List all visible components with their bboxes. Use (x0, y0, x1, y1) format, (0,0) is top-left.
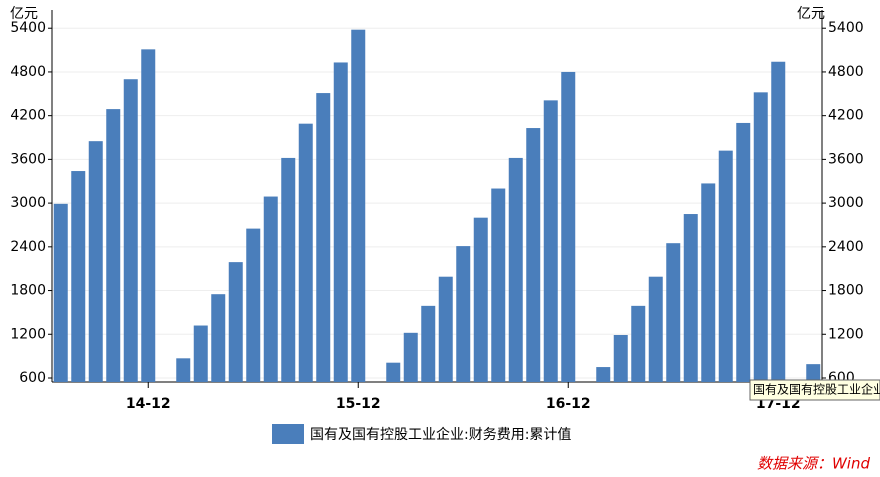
y-tick-label: 3600 (10, 151, 46, 167)
bar (508, 157, 523, 382)
bar (473, 217, 488, 382)
bar (683, 214, 698, 382)
bar (806, 364, 821, 382)
y2-tick-label: 1200 (828, 326, 864, 342)
legend-swatch (272, 424, 304, 444)
bar (631, 305, 646, 382)
bar (316, 93, 331, 382)
bar (666, 243, 681, 382)
bar (351, 29, 366, 382)
tooltip-box (749, 379, 880, 401)
y2-tick-label: 3600 (828, 151, 864, 167)
y2-unit: 亿元 (797, 6, 825, 22)
bar (71, 171, 86, 382)
tooltip: 国有及国有控股工业企业 (753, 382, 880, 397)
bar (613, 334, 628, 382)
bar (88, 141, 103, 382)
bar (403, 332, 418, 382)
y-tick-label: 4800 (10, 64, 46, 80)
bar (456, 246, 471, 382)
y2-tick-label: 4800 (828, 64, 864, 80)
bar (648, 276, 663, 382)
legend-label: 国有及国有控股工业企业:财务费用:累计值 (310, 426, 571, 443)
bar (281, 157, 296, 382)
bar (193, 325, 208, 382)
y-tick-label: 1200 (10, 326, 46, 342)
bar (228, 262, 243, 382)
bar (106, 109, 121, 382)
x-tick-label: 16-12 (546, 396, 591, 412)
y2-tick-label: 4200 (828, 108, 864, 124)
y2-tick-label: 3000 (828, 195, 864, 211)
bar (386, 362, 401, 382)
y-tick-label: 3000 (10, 195, 46, 211)
bar (526, 128, 541, 382)
bar (298, 123, 313, 382)
x-tick-label: 14-12 (126, 396, 171, 412)
bar (701, 183, 716, 382)
bar (141, 49, 156, 382)
bar (211, 294, 226, 382)
bar (421, 305, 436, 382)
source: 数据来源：Wind (757, 455, 871, 473)
y-tick-label: 1800 (10, 283, 46, 299)
y2-tick-label: 2400 (828, 239, 864, 255)
bar (176, 358, 191, 382)
y2-tick-label: 1800 (828, 283, 864, 299)
y-tick-label: 2400 (10, 239, 46, 255)
bar (333, 62, 348, 382)
bar (438, 276, 453, 382)
y-tick-label: 600 (19, 370, 46, 386)
bar (753, 92, 768, 382)
bar (736, 122, 751, 382)
bar (123, 79, 138, 382)
y-tick-label: 4200 (10, 108, 46, 124)
bar (718, 150, 733, 382)
bar (246, 228, 261, 382)
bar (596, 367, 611, 382)
y-unit: 亿元 (10, 6, 38, 22)
bar (491, 188, 506, 382)
bar (263, 196, 278, 382)
bar (771, 61, 786, 382)
y-tick-label: 5400 (10, 20, 46, 36)
x-tick-label: 15-12 (336, 396, 381, 412)
bar (543, 100, 558, 383)
bar (561, 71, 576, 383)
bar (53, 203, 68, 382)
y2-tick-label: 5400 (828, 20, 864, 36)
